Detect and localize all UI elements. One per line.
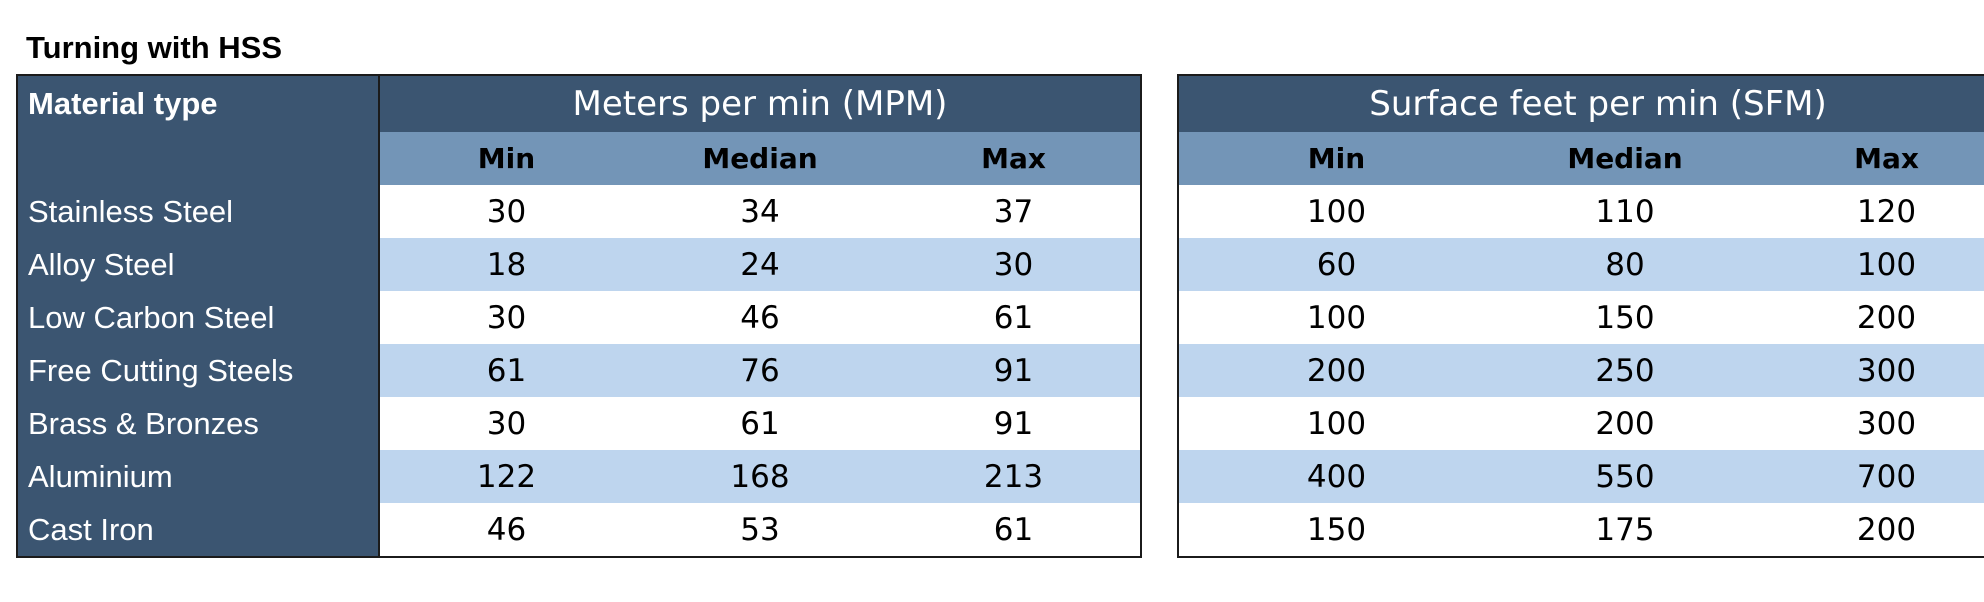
material-name: Alloy Steel [17, 238, 380, 291]
sfm-median-cell: 250 [1494, 344, 1756, 397]
table-row: Brass & Bronzes 30 61 91 [17, 397, 1141, 450]
sfm-max-cell: 700 [1756, 450, 1984, 503]
mpm-median-header: Median [633, 132, 887, 185]
material-name: Stainless Steel [17, 185, 380, 238]
material-name: Cast Iron [17, 503, 380, 557]
mpm-min-header: Min [379, 132, 633, 185]
mpm-min-cell: 122 [379, 450, 633, 503]
sfm-min-cell: 100 [1178, 291, 1494, 344]
table-row: Free Cutting Steels 61 76 91 [17, 344, 1141, 397]
mpm-median-cell: 76 [633, 344, 887, 397]
sfm-max-cell: 300 [1756, 397, 1984, 450]
sfm-max-cell: 200 [1756, 503, 1984, 557]
sfm-max-cell: 120 [1756, 185, 1984, 238]
table-row: Low Carbon Steel 30 46 61 [17, 291, 1141, 344]
sfm-max-cell: 300 [1756, 344, 1984, 397]
table-row: Stainless Steel 30 34 37 [17, 185, 1141, 238]
mpm-max-cell: 30 [887, 238, 1141, 291]
mpm-max-cell: 213 [887, 450, 1141, 503]
mpm-min-cell: 46 [379, 503, 633, 557]
table-row: 100 110 120 [1178, 185, 1984, 238]
table-row: 100 200 300 [1178, 397, 1984, 450]
sfm-min-cell: 60 [1178, 238, 1494, 291]
material-name: Free Cutting Steels [17, 344, 380, 397]
sfm-min-cell: 100 [1178, 397, 1494, 450]
sfm-median-cell: 175 [1494, 503, 1756, 557]
mpm-min-cell: 18 [379, 238, 633, 291]
material-name: Brass & Bronzes [17, 397, 380, 450]
sfm-median-cell: 550 [1494, 450, 1756, 503]
mpm-table-body: Stainless Steel 30 34 37 Alloy Steel 18 24 30 Lo… [17, 185, 1141, 557]
mpm-min-cell: 61 [379, 344, 633, 397]
table-title: Turning with HSS [26, 30, 283, 65]
mpm-min-cell: 30 [379, 291, 633, 344]
table-row: Cast Iron 46 53 61 [17, 503, 1141, 557]
sfm-max-header: Max [1756, 132, 1984, 185]
mpm-median-cell: 53 [633, 503, 887, 557]
table-row: Alloy Steel 18 24 30 [17, 238, 1141, 291]
mpm-max-cell: 91 [887, 344, 1141, 397]
mpm-max-cell: 91 [887, 397, 1141, 450]
mpm-min-cell: 30 [379, 185, 633, 238]
table-row: 100 150 200 [1178, 291, 1984, 344]
mpm-table: Material type Meters per min (MPM) Min M… [16, 74, 1142, 558]
mpm-min-cell: 30 [379, 397, 633, 450]
mpm-max-cell: 37 [887, 185, 1141, 238]
table-row: Aluminium 122 168 213 [17, 450, 1141, 503]
sfm-median-cell: 200 [1494, 397, 1756, 450]
sfm-median-header: Median [1494, 132, 1756, 185]
sfm-max-cell: 200 [1756, 291, 1984, 344]
material-name: Low Carbon Steel [17, 291, 380, 344]
material-name: Aluminium [17, 450, 380, 503]
mpm-median-cell: 46 [633, 291, 887, 344]
material-type-header: Material type [17, 75, 380, 185]
table-row: 200 250 300 [1178, 344, 1984, 397]
sfm-min-cell: 200 [1178, 344, 1494, 397]
sfm-table: Surface feet per min (SFM) Min Median Ma… [1177, 74, 1984, 558]
mpm-median-cell: 34 [633, 185, 887, 238]
sfm-group-header: Surface feet per min (SFM) [1178, 75, 1984, 132]
table-row: 60 80 100 [1178, 238, 1984, 291]
sfm-min-cell: 100 [1178, 185, 1494, 238]
mpm-max-cell: 61 [887, 291, 1141, 344]
table-row: 400 550 700 [1178, 450, 1984, 503]
sfm-median-cell: 110 [1494, 185, 1756, 238]
table-row: 150 175 200 [1178, 503, 1984, 557]
sfm-median-cell: 80 [1494, 238, 1756, 291]
sfm-max-cell: 100 [1756, 238, 1984, 291]
mpm-median-cell: 24 [633, 238, 887, 291]
mpm-group-header: Meters per min (MPM) [379, 75, 1141, 132]
sfm-table-body: 100 110 120 60 80 100 100 150 200 200 250 300 100 200… [1178, 185, 1984, 557]
mpm-max-cell: 61 [887, 503, 1141, 557]
sfm-min-cell: 150 [1178, 503, 1494, 557]
mpm-median-cell: 168 [633, 450, 887, 503]
mpm-median-cell: 61 [633, 397, 887, 450]
sfm-min-header: Min [1178, 132, 1494, 185]
sfm-median-cell: 150 [1494, 291, 1756, 344]
sfm-min-cell: 400 [1178, 450, 1494, 503]
mpm-max-header: Max [887, 132, 1141, 185]
